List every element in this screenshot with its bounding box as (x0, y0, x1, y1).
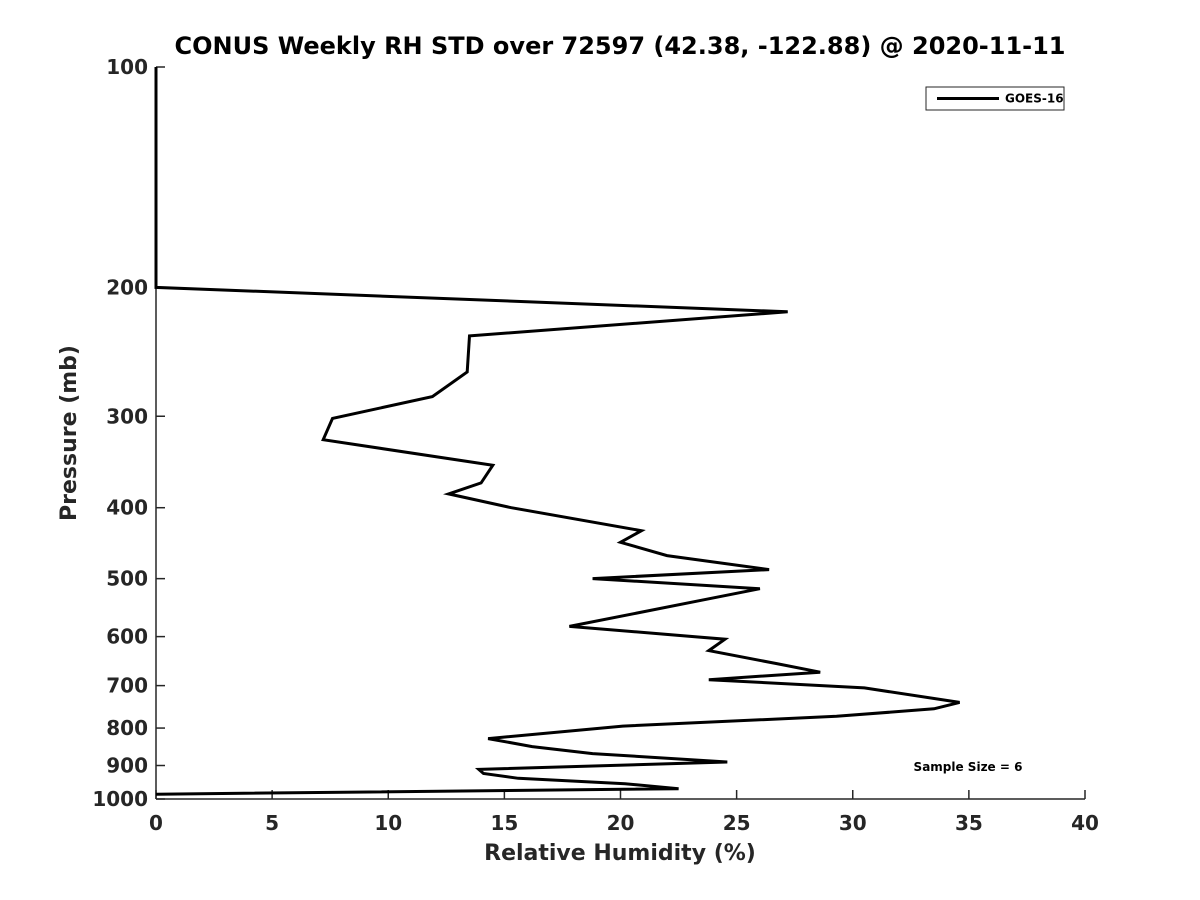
x-axis-label: Relative Humidity (%) (484, 841, 756, 866)
x-tick-label: 10 (374, 811, 402, 835)
y-tick-label: 400 (106, 496, 148, 520)
y-axis-ticks: 100 200 300 400 500 600 700 800 900 1000 (92, 55, 165, 811)
x-tick-label: 0 (149, 811, 163, 835)
x-tick-label: 40 (1071, 811, 1099, 835)
y-tick-label: 600 (106, 625, 148, 649)
y-tick-label: 700 (106, 674, 148, 698)
y-tick-label: 200 (106, 275, 148, 299)
y-tick-label: 800 (106, 716, 148, 740)
y-axis-label: Pressure (mb) (57, 345, 82, 521)
y-tick-label: 100 (106, 55, 148, 79)
legend-entry-label: GOES-16 (1005, 92, 1064, 106)
sample-size-annotation: Sample Size = 6 (914, 760, 1023, 774)
x-tick-label: 15 (490, 811, 518, 835)
x-tick-label: 5 (265, 811, 279, 835)
legend: GOES-16 (925, 86, 1065, 111)
x-tick-label: 25 (723, 811, 751, 835)
y-tick-label: 500 (106, 567, 148, 591)
x-tick-label: 35 (955, 811, 983, 835)
y-tick-label: 1000 (92, 787, 148, 811)
chart-title: CONUS Weekly RH STD over 72597 (42.38, -… (174, 32, 1065, 60)
series-line-goes-16 (154, 67, 960, 796)
y-tick-label: 300 (106, 404, 148, 428)
x-tick-label: 20 (607, 811, 635, 835)
y-tick-label: 900 (106, 754, 148, 778)
x-tick-label: 30 (839, 811, 867, 835)
x-axis-ticks: 0 5 10 15 20 25 30 35 40 (149, 790, 1099, 835)
